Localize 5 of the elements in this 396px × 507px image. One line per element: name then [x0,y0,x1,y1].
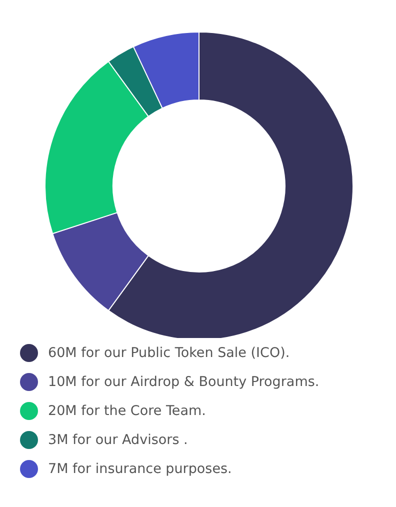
legend-label: 7M for insurance purposes. [48,460,232,476]
legend-label: 60M for our Public Token Sale (ICO). [48,344,290,360]
legend-label: 10M for our Airdrop & Bounty Programs. [48,374,320,390]
legend-label: 3M for our Advisors . [48,432,188,448]
legend-label: 20M for the Core Team. [48,402,206,418]
